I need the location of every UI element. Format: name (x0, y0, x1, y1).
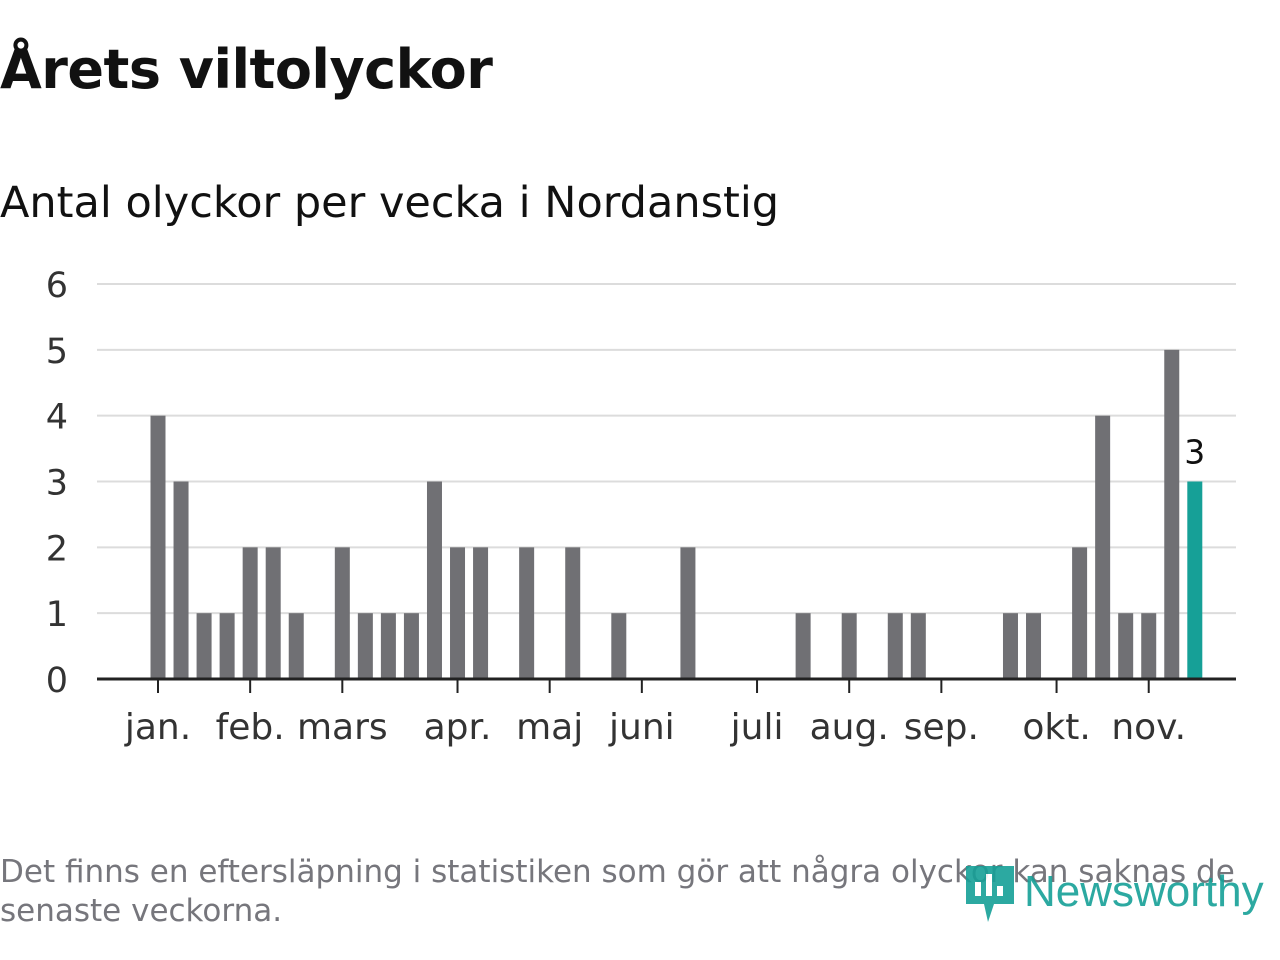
y-tick-label: 3 (46, 464, 68, 504)
x-tick-label: apr. (424, 707, 492, 748)
bar (265, 547, 281, 679)
chart-subtitle: Antal olyckor per vecka i Nordanstig (0, 178, 780, 228)
bar (403, 613, 419, 679)
bar (173, 481, 189, 679)
bar (219, 613, 235, 679)
newsworthy-logo: Newsworthy (964, 860, 1264, 924)
bar (334, 547, 350, 679)
bar (680, 547, 696, 679)
bar (1026, 613, 1042, 679)
bar (887, 613, 903, 679)
bar (841, 613, 857, 679)
bar (450, 547, 466, 679)
data-label: 3 (1184, 433, 1205, 472)
x-tick-label: juli (730, 707, 784, 748)
x-tick-label: aug. (810, 707, 889, 748)
x-tick-label: mars (297, 707, 388, 748)
x-tick-label: okt. (1022, 707, 1090, 748)
y-tick-label: 5 (46, 332, 68, 372)
newsworthy-logo-icon (966, 866, 1014, 922)
y-tick-label: 1 (46, 595, 68, 635)
bar-chart: 0 1 2 3 4 5 6 3 jan. feb. mars apr. maj juni juli aug. s… (46, 266, 1236, 748)
bar (565, 547, 581, 679)
bar (380, 613, 396, 679)
bar (473, 547, 489, 679)
y-tick-label: 6 (46, 266, 68, 306)
bar (910, 613, 926, 679)
bar (1095, 415, 1111, 679)
bar (1002, 613, 1018, 679)
bar (426, 481, 442, 679)
x-tick-label: juni (608, 707, 675, 748)
x-tick-label: nov. (1111, 707, 1186, 748)
bar (519, 547, 535, 679)
bar (1141, 613, 1157, 679)
bar (1164, 349, 1180, 679)
bar (795, 613, 811, 679)
bar (357, 613, 373, 679)
x-tick-label: feb. (216, 707, 285, 748)
bar (611, 613, 627, 679)
bar (196, 613, 212, 679)
footnote: Det finns en eftersläpning i statistiken… (0, 854, 1235, 929)
y-tick-label: 0 (46, 661, 68, 701)
bar (1118, 613, 1134, 679)
bar (242, 547, 258, 679)
bar (150, 415, 166, 679)
y-tick-label: 4 (46, 398, 68, 438)
bar (1072, 547, 1088, 679)
chart-title: Årets viltolyckor (0, 38, 493, 101)
x-tick-label: jan. (124, 707, 191, 748)
x-tick-label: sep. (904, 707, 979, 748)
logo-text: Newsworthy (1024, 867, 1264, 916)
bar (288, 613, 304, 679)
bar-highlight (1187, 481, 1203, 679)
y-tick-label: 2 (46, 529, 68, 569)
x-tick-label: maj (516, 707, 583, 748)
